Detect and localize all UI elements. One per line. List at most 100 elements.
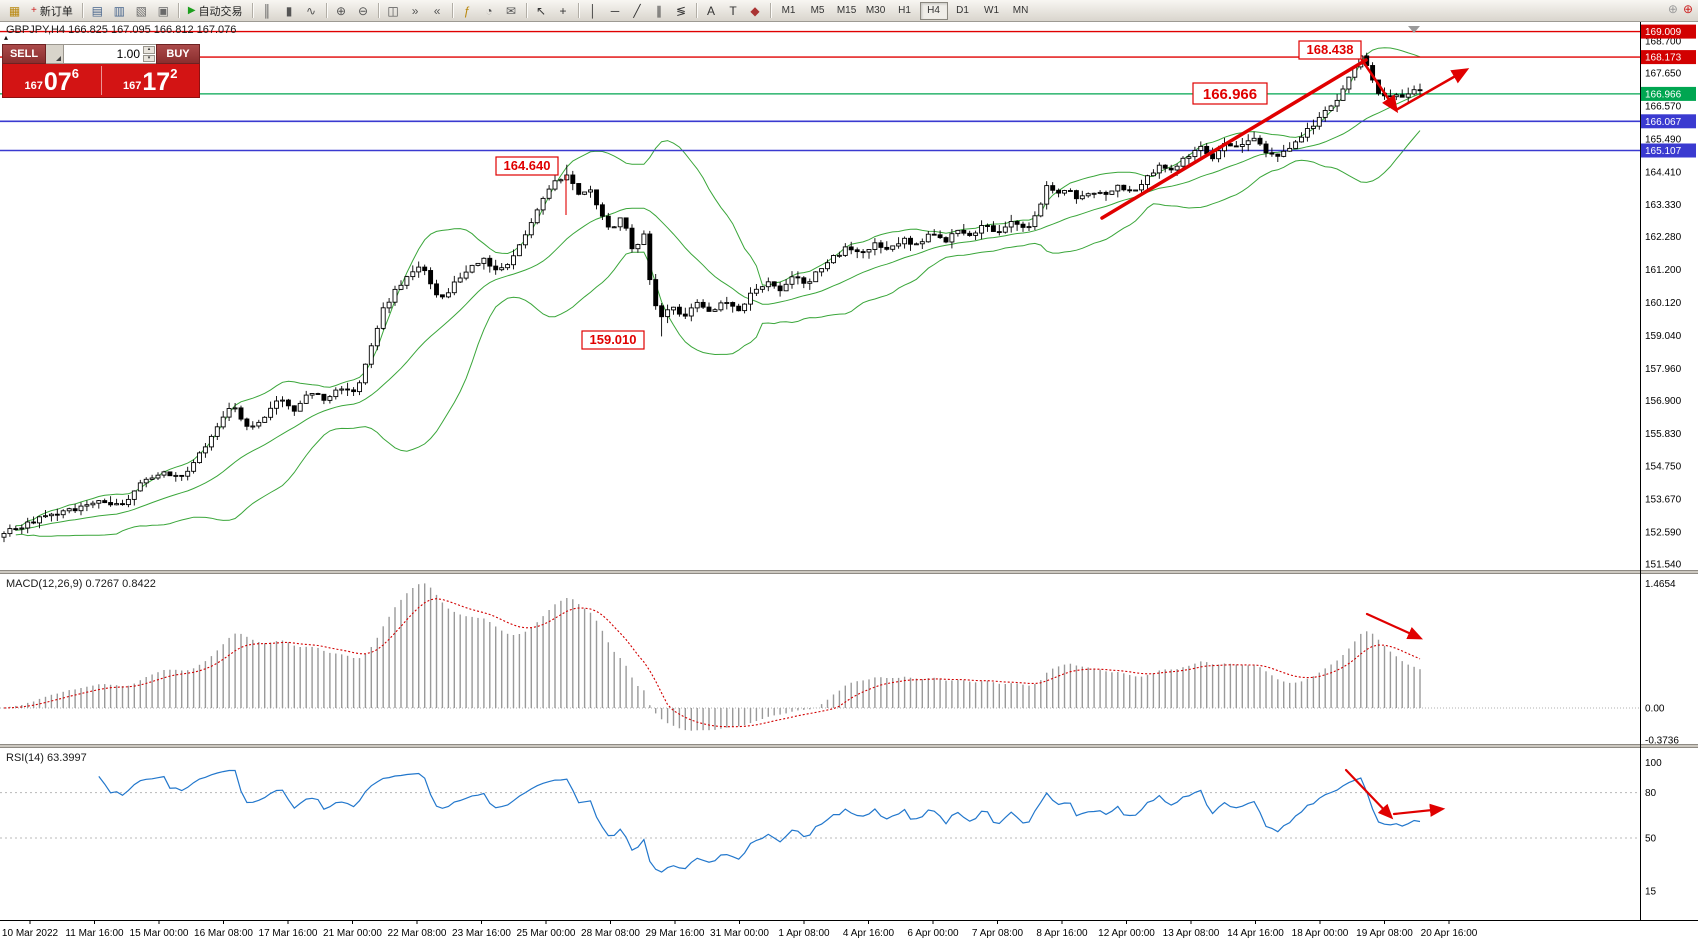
candle-up [1328, 105, 1334, 111]
sell-button[interactable]: SELL [2, 44, 46, 64]
candle-down [985, 225, 990, 227]
trend-up-line[interactable] [1100, 58, 1368, 220]
price-axis[interactable]: 168.700 167.650 166.570 165.490 164.410 163.3… [1641, 24, 1696, 898]
new-chart-icon[interactable]: ▦ [8, 3, 21, 18]
crosshair-plus-icon[interactable]: ⊕ [1667, 2, 1678, 16]
one-click-collapse-icon[interactable]: ▴ [4, 33, 9, 42]
chart-canvas[interactable]: 168.700 167.650 166.570 165.490 164.410 163.3… [0, 22, 1698, 945]
price-badge [1641, 24, 1696, 39]
candle-up [463, 271, 469, 279]
candle-up [226, 408, 232, 418]
candle-up [499, 267, 505, 271]
candle-up [641, 233, 647, 245]
cursor-icon[interactable]: ↖ [536, 3, 547, 18]
candle-up [357, 382, 362, 393]
pane-splitter[interactable] [0, 744, 1698, 748]
continuation-arrow[interactable] [1394, 68, 1470, 112]
candle-up [1032, 215, 1038, 228]
candle-up [362, 363, 368, 384]
zoom-in-icon[interactable]: ⊕ [336, 3, 347, 18]
new-order-button[interactable]: + 新订单 [26, 2, 78, 20]
crosshair-icon[interactable]: + [559, 3, 567, 18]
period-icon[interactable]: ◔ [485, 3, 493, 18]
timeframe-d1-button[interactable]: D1 [956, 5, 969, 16]
candle-up [1085, 193, 1091, 197]
text-icon[interactable]: A [707, 3, 716, 18]
mailbox-icon[interactable]: ✉ [506, 3, 517, 18]
timeframe-m15-button[interactable]: M15 [836, 5, 857, 16]
price-tick-label: 151.540 [1645, 560, 1682, 571]
indicators-icon[interactable]: ƒ [463, 3, 471, 18]
fibonacci-icon[interactable]: ≶ [676, 3, 687, 18]
pane-splitter[interactable] [0, 570, 1698, 574]
price-badge-label: 168.173 [1645, 53, 1682, 64]
time-axis[interactable]: 10 Mar 2022 11 Mar 16:00 15 Mar 00:00 16 Ma… [2, 920, 1478, 939]
timeframe-h1-button[interactable]: H1 [898, 5, 911, 16]
rsi-flat-arrow[interactable] [1392, 803, 1446, 817]
vertical-line-icon[interactable]: │ [589, 3, 597, 18]
candle-up [1334, 99, 1340, 107]
auto-scroll-icon[interactable]: » [411, 3, 419, 18]
price-label-box[interactable] [1298, 40, 1362, 60]
terminal-icon[interactable]: ▣ [157, 3, 170, 18]
timeframe-m1-button[interactable]: M1 [781, 5, 796, 16]
price-label-box[interactable] [1192, 82, 1268, 105]
market-watch-icon[interactable]: ▤ [91, 3, 104, 18]
volume-input[interactable] [64, 45, 156, 63]
spinner-down-icon[interactable]: ▾ [143, 54, 155, 62]
volume-preset-button[interactable] [46, 44, 64, 64]
buy-price[interactable]: 167 17 2 [102, 64, 200, 97]
price-label-box[interactable] [581, 330, 645, 350]
text-label-icon[interactable]: T [729, 3, 737, 18]
autotrading-button[interactable]: ▶ 自动交易 [183, 2, 248, 20]
candle-down [439, 294, 445, 298]
toolbar-separator [251, 3, 253, 18]
candle-down [801, 277, 807, 284]
price-tick-label: 156.900 [1645, 396, 1682, 407]
bar-chart-icon[interactable]: ║ [262, 3, 272, 18]
volume-spinner[interactable]: ▴ ▾ [143, 46, 155, 62]
candlestick-chart-icon[interactable]: ▮ [285, 3, 293, 18]
sell-price[interactable]: 167 07 6 [3, 64, 101, 97]
candle-up [475, 262, 481, 266]
candle-up [368, 345, 374, 365]
equidistant-channel-icon[interactable]: ∥ [656, 3, 663, 18]
rsi-down-arrow[interactable] [1344, 768, 1394, 820]
price-tick-label: 153.670 [1645, 495, 1682, 506]
timeframe-m30-button[interactable]: M30 [865, 5, 886, 16]
candle-up [724, 302, 730, 304]
candle-up [1310, 125, 1316, 129]
candle-up [979, 225, 985, 234]
timeframe-w1-button[interactable]: W1 [984, 5, 1000, 16]
timeframe-h4-button[interactable]: H4 [919, 1, 948, 20]
macd-down-arrow[interactable] [1365, 612, 1424, 640]
tile-windows-icon[interactable]: ◫ [387, 3, 399, 18]
price-label-box[interactable] [495, 156, 559, 176]
buy-button[interactable]: BUY [156, 44, 200, 64]
candle-up [718, 302, 724, 311]
timeframe-m5-button[interactable]: M5 [810, 5, 825, 16]
candle-up [451, 281, 457, 294]
candle-up [896, 243, 902, 247]
candle-down [653, 279, 659, 307]
arrows-tool-icon[interactable]: ◆ [750, 3, 760, 18]
chart-shift-icon[interactable]: « [433, 3, 441, 18]
timeframe-mn-button[interactable]: MN [1012, 5, 1029, 16]
data-window-icon[interactable]: ▥ [113, 3, 126, 18]
new-alert-icon[interactable]: ⊕ [1682, 2, 1693, 16]
pullback-arrow[interactable] [1360, 58, 1399, 114]
spinner-up-icon[interactable]: ▴ [143, 46, 155, 54]
line-chart-icon[interactable]: ∿ [306, 3, 317, 18]
macd-pane[interactable] [0, 583, 1640, 731]
candle-up [208, 435, 214, 448]
trendline-icon[interactable]: ╱ [633, 3, 641, 18]
zoom-out-icon[interactable]: ⊖ [358, 3, 369, 18]
horizontal-line-icon[interactable]: ─ [610, 3, 620, 18]
candle-up [303, 394, 309, 404]
time-tick-label: 1 Apr 08:00 [778, 928, 830, 939]
candle-up [392, 288, 398, 303]
candle-up [831, 255, 836, 264]
sell-price-sup: 6 [71, 66, 79, 81]
navigator-icon[interactable]: ▧ [135, 3, 148, 18]
